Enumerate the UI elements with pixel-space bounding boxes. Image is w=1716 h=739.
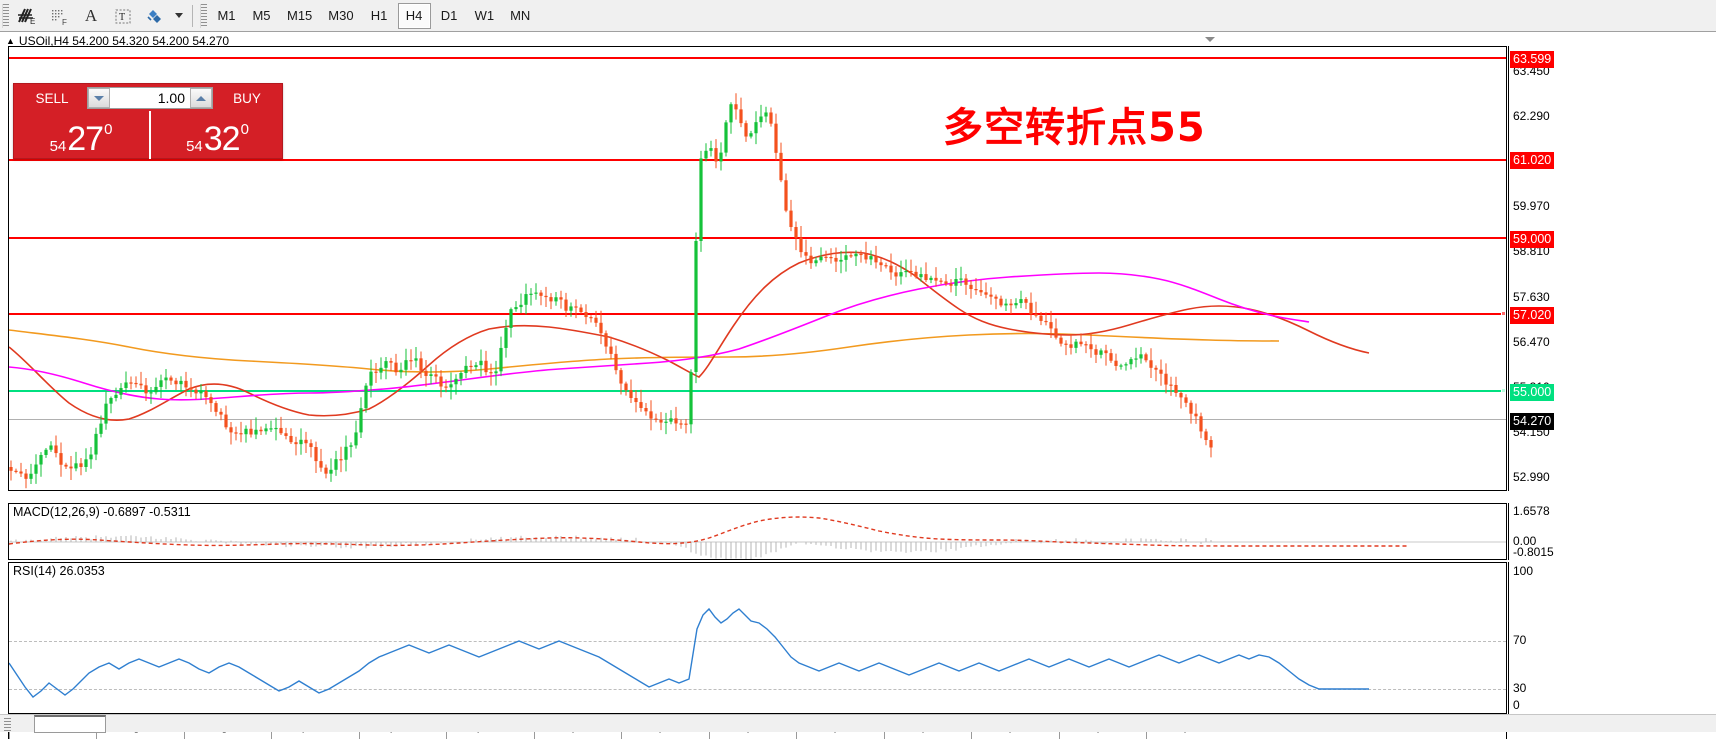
price-badge-63599[interactable]: 63.599: [1510, 51, 1555, 68]
price-tick-56470: 56.470: [1513, 335, 1550, 349]
volume-stepper[interactable]: 1.00: [87, 87, 213, 109]
macd-tick-zero: 0.00: [1513, 534, 1537, 548]
timeframe-d1[interactable]: D1: [440, 8, 458, 23]
buy-price-cell[interactable]: 54 32 0: [149, 111, 284, 159]
last-price-line: [9, 419, 1506, 420]
volume-decrease-button[interactable]: [88, 88, 110, 108]
macd-tick-min: -0.8015: [1513, 545, 1554, 559]
volume-input[interactable]: 1.00: [110, 88, 190, 108]
timeframe-h4[interactable]: H4: [397, 2, 431, 29]
price-badge-61020[interactable]: 61.020: [1510, 152, 1555, 169]
support-line-55000[interactable]: [9, 388, 1506, 393]
trade-panel-top-row: SELL 1.00 BUY: [14, 84, 284, 110]
status-tab[interactable]: [34, 715, 106, 733]
timeframe-m30[interactable]: M30: [328, 8, 354, 23]
rsi-level-70: [9, 641, 1506, 642]
line-handle-57020[interactable]: [1501, 311, 1506, 316]
svg-text:F: F: [62, 18, 67, 26]
resistance-line-59000[interactable]: [9, 237, 1506, 239]
macd-histogram: [10, 535, 1212, 559]
volume-increase-button[interactable]: [190, 88, 212, 108]
text-a-icon[interactable]: A: [84, 5, 98, 25]
sell-price-fraction: 0: [104, 121, 113, 138]
resistance-line-57020[interactable]: [9, 311, 1506, 316]
chart-menu-caret-icon[interactable]: [1205, 37, 1215, 42]
macd-label: MACD(12,26,9) -0.6897 -0.5311: [13, 505, 191, 519]
svg-text:T: T: [119, 12, 125, 23]
timeframe-h1[interactable]: H1: [370, 8, 388, 23]
toolbar-divider: [192, 4, 193, 27]
macd-subwindow[interactable]: MACD(12,26,9) -0.6897 -0.5311: [8, 503, 1507, 560]
rsi-line: [9, 607, 1369, 698]
price-tick-52990: 52.990: [1513, 470, 1550, 484]
toolbar-grip[interactable]: [2, 3, 9, 28]
one-click-trading-panel[interactable]: SELL 1.00 BUY 54 27 0 54 32 0: [13, 83, 283, 159]
macd-signal-line: [9, 516, 1409, 547]
timeframe-m1[interactable]: M1: [217, 8, 236, 23]
rsi-scale: 100 70 30 0: [1508, 562, 1716, 714]
price-badge-57020[interactable]: 57.020: [1510, 307, 1555, 324]
svg-text:E: E: [30, 17, 35, 26]
buy-price-integer: 54: [186, 138, 203, 155]
rsi-level-30: [9, 689, 1506, 690]
price-tick-57630: 57.630: [1513, 290, 1550, 304]
status-bar: [0, 714, 1716, 733]
line-handle-55000[interactable]: [1501, 388, 1506, 393]
buy-price-fraction: 0: [240, 121, 249, 138]
price-tick-62290: 62.290: [1513, 109, 1550, 123]
chart-annotation-text: 多空转折点55: [943, 105, 1206, 151]
rsi-label: RSI(14) 26.0353: [13, 564, 105, 578]
text-label-icon[interactable]: T: [108, 2, 138, 30]
timeframe-m15[interactable]: M15: [287, 8, 313, 23]
grid-f-icon[interactable]: F: [44, 2, 74, 30]
timeframe-mn[interactable]: MN: [510, 8, 531, 23]
timeframe-m5[interactable]: M5: [252, 8, 271, 23]
main-toolbar: E F A T: [0, 0, 1716, 32]
symbol-ohlc-label: USOil,H4 54.200 54.320 54.200 54.270: [18, 34, 230, 48]
new-chart-icon[interactable]: E: [12, 2, 42, 30]
rsi-series-layer: [9, 607, 1369, 698]
price-tick-59970: 59.970: [1513, 199, 1550, 213]
resistance-line-63599[interactable]: [9, 57, 1506, 59]
resistance-line-61020[interactable]: [9, 159, 1506, 161]
price-badge-55000[interactable]: 55.000: [1510, 384, 1555, 401]
sell-price-points: 27: [67, 120, 104, 158]
ma-orange-line: [9, 329, 1280, 373]
buy-price-points: 32: [203, 120, 241, 158]
sell-button[interactable]: SELL: [35, 90, 69, 106]
chevron-down-icon: [94, 95, 104, 101]
status-grip[interactable]: [4, 718, 11, 731]
rsi-tick-70: 70: [1513, 633, 1527, 647]
timeframe-grip[interactable]: [200, 3, 207, 28]
sell-price-integer: 54: [49, 138, 67, 155]
macd-series-layer: [9, 516, 1506, 559]
rsi-tick-0: 0: [1513, 698, 1520, 712]
collapse-triangle-icon[interactable]: ▲: [6, 36, 15, 46]
chart-window: ▲ USOil,H4 54.200 54.320 54.200 54.270 6…: [0, 32, 1716, 739]
price-badge-59000[interactable]: 59.000: [1510, 231, 1555, 248]
price-scale[interactable]: 63.450 62.290 61.130 59.970 58.810 57.63…: [1508, 46, 1716, 491]
rsi-subwindow[interactable]: RSI(14) 26.0353: [8, 562, 1507, 714]
buy-button[interactable]: BUY: [233, 90, 261, 106]
macd-tick-max: 1.6578: [1513, 504, 1550, 518]
ma-red-line: [9, 251, 1370, 422]
ma-magenta-line: [9, 272, 1310, 401]
objects-icon[interactable]: [140, 2, 170, 30]
objects-dropdown-icon[interactable]: [172, 2, 186, 30]
price-badge-54270: 54.270: [1510, 413, 1555, 430]
timeframe-w1[interactable]: W1: [474, 8, 495, 23]
macd-scale: 1.6578 0.00 -0.8015: [1508, 503, 1716, 560]
rsi-tick-100: 100: [1513, 564, 1534, 578]
rsi-tick-30: 30: [1513, 681, 1527, 695]
chart-header: ▲ USOil,H4 54.200 54.320 54.200 54.270: [2, 33, 1714, 49]
sell-price-cell[interactable]: 54 27 0: [14, 111, 148, 159]
chevron-up-icon: [196, 95, 206, 101]
